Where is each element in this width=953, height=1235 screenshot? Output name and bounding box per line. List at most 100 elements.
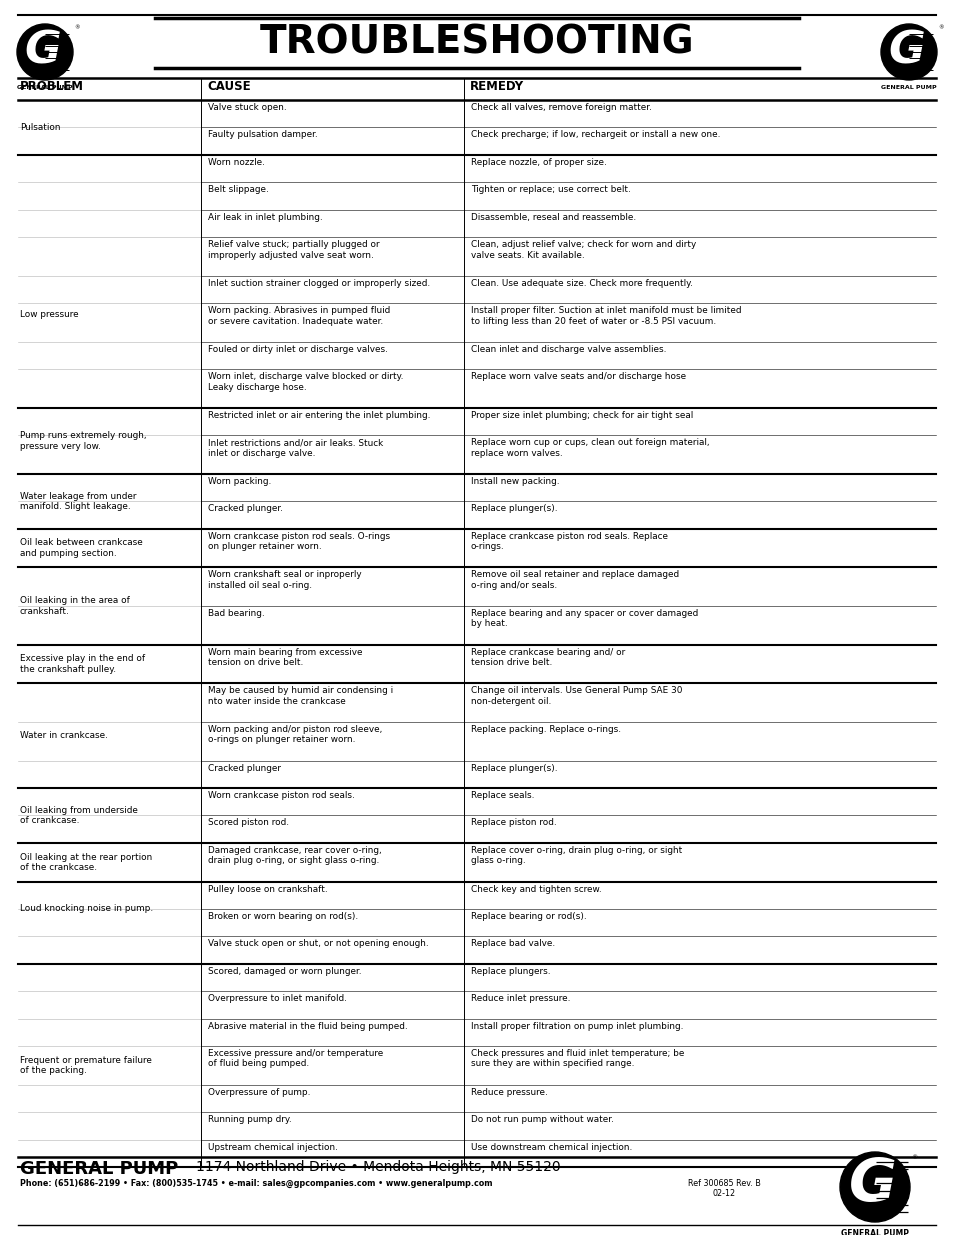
- Text: Replace nozzle, of proper size.: Replace nozzle, of proper size.: [471, 158, 606, 167]
- Text: Phone: (651)686-2199 • Fax: (800)535-1745 • e-mail: sales@gpcompanies.com • www.: Phone: (651)686-2199 • Fax: (800)535-174…: [20, 1179, 492, 1188]
- Text: Worn inlet, discharge valve blocked or dirty.
Leaky discharge hose.: Worn inlet, discharge valve blocked or d…: [208, 372, 403, 391]
- Text: Water in crankcase.: Water in crankcase.: [20, 731, 108, 740]
- Text: May be caused by humid air condensing i
nto water inside the crankcase: May be caused by humid air condensing i …: [208, 687, 393, 705]
- Text: Broken or worn bearing on rod(s).: Broken or worn bearing on rod(s).: [208, 911, 357, 921]
- Text: Running pump dry.: Running pump dry.: [208, 1115, 292, 1124]
- Text: Replace crankcase piston rod seals. Replace
o-rings.: Replace crankcase piston rod seals. Repl…: [471, 532, 667, 551]
- Text: Clean, adjust relief valve; check for worn and dirty
valve seats. Kit available.: Clean, adjust relief valve; check for wo…: [471, 240, 696, 259]
- Circle shape: [17, 23, 73, 80]
- Text: TROUBLESHOOTING: TROUBLESHOOTING: [259, 23, 694, 61]
- Text: Worn nozzle.: Worn nozzle.: [208, 158, 265, 167]
- Text: Do not run pump without water.: Do not run pump without water.: [471, 1115, 613, 1124]
- Text: Use downstream chemical injection.: Use downstream chemical injection.: [471, 1142, 632, 1151]
- Text: Replace plunger(s).: Replace plunger(s).: [471, 504, 557, 514]
- Text: Disassemble, reseal and reassemble.: Disassemble, reseal and reassemble.: [471, 212, 636, 222]
- Text: Cracked plunger.: Cracked plunger.: [208, 504, 283, 514]
- Text: Worn crankcase piston rod seals. O-rings
on plunger retainer worn.: Worn crankcase piston rod seals. O-rings…: [208, 532, 390, 551]
- Text: Damaged crankcase, rear cover o-ring,
drain plug o-ring, or sight glass o-ring.: Damaged crankcase, rear cover o-ring, dr…: [208, 846, 381, 866]
- Text: PROBLEM: PROBLEM: [20, 80, 84, 93]
- Text: Remove oil seal retainer and replace damaged
o-ring and/or seals.: Remove oil seal retainer and replace dam…: [471, 571, 679, 590]
- Text: Valve stuck open or shut, or not opening enough.: Valve stuck open or shut, or not opening…: [208, 940, 428, 948]
- Text: Overpressure to inlet manifold.: Overpressure to inlet manifold.: [208, 994, 347, 1003]
- Text: CAUSE: CAUSE: [207, 80, 251, 93]
- Text: Replace cover o-ring, drain plug o-ring, or sight
glass o-ring.: Replace cover o-ring, drain plug o-ring,…: [471, 846, 681, 866]
- Text: Pump runs extremely rough,
pressure very low.: Pump runs extremely rough, pressure very…: [20, 431, 147, 451]
- Text: Water leakage from under
manifold. Slight leakage.: Water leakage from under manifold. Sligh…: [20, 492, 136, 511]
- Text: Tighten or replace; use correct belt.: Tighten or replace; use correct belt.: [471, 185, 630, 194]
- Text: Loud knocking noise in pump.: Loud knocking noise in pump.: [20, 904, 153, 914]
- Text: Replace worn cup or cups, clean out foreign material,
replace worn valves.: Replace worn cup or cups, clean out fore…: [471, 438, 709, 458]
- Text: G: G: [848, 1156, 896, 1214]
- Text: Low pressure: Low pressure: [20, 310, 78, 319]
- Text: GENERAL PUMP: GENERAL PUMP: [17, 85, 72, 90]
- Text: Check pressures and fluid inlet temperature; be
sure they are within specified r: Check pressures and fluid inlet temperat…: [471, 1049, 683, 1068]
- Text: ®: ®: [937, 26, 943, 31]
- Text: Faulty pulsation damper.: Faulty pulsation damper.: [208, 131, 317, 140]
- Text: Valve stuck open.: Valve stuck open.: [208, 103, 286, 112]
- Text: Scored, damaged or worn plunger.: Scored, damaged or worn plunger.: [208, 967, 361, 976]
- Text: Install proper filter. Suction at inlet manifold must be limited
to lifting less: Install proper filter. Suction at inlet …: [471, 306, 740, 326]
- Text: REMEDY: REMEDY: [470, 80, 523, 93]
- Text: Reduce pressure.: Reduce pressure.: [471, 1088, 547, 1097]
- Text: Upstream chemical injection.: Upstream chemical injection.: [208, 1142, 337, 1151]
- Text: Restricted inlet or air entering the inlet plumbing.: Restricted inlet or air entering the inl…: [208, 411, 430, 420]
- Text: Inlet restrictions and/or air leaks. Stuck
inlet or discharge valve.: Inlet restrictions and/or air leaks. Stu…: [208, 438, 383, 458]
- Text: 1174 Northland Drive • Mendota Heights, MN 55120: 1174 Northland Drive • Mendota Heights, …: [195, 1160, 560, 1174]
- Text: Worn packing. Abrasives in pumped fluid
or severe cavitation. Inadequate water.: Worn packing. Abrasives in pumped fluid …: [208, 306, 390, 326]
- Text: GENERAL PUMP: GENERAL PUMP: [20, 1160, 178, 1178]
- Text: Reduce inlet pressure.: Reduce inlet pressure.: [471, 994, 570, 1003]
- Circle shape: [840, 1152, 909, 1221]
- Text: GENERAL PUMP: GENERAL PUMP: [881, 85, 936, 90]
- Text: ®: ®: [74, 26, 79, 31]
- Text: Replace worn valve seats and/or discharge hose: Replace worn valve seats and/or discharg…: [471, 372, 685, 382]
- Text: Pulley loose on crankshaft.: Pulley loose on crankshaft.: [208, 884, 327, 894]
- Text: ®: ®: [910, 1156, 916, 1161]
- Text: Inlet suction strainer clogged or improperly sized.: Inlet suction strainer clogged or improp…: [208, 279, 430, 288]
- Text: Pulsation: Pulsation: [20, 124, 60, 132]
- Text: Belt slippage.: Belt slippage.: [208, 185, 269, 194]
- Text: Clean inlet and discharge valve assemblies.: Clean inlet and discharge valve assembli…: [471, 345, 666, 353]
- Text: GENERAL PUMP: GENERAL PUMP: [841, 1229, 908, 1235]
- Text: Check all valves, remove foreign matter.: Check all valves, remove foreign matter.: [471, 103, 651, 112]
- Text: Change oil intervals. Use General Pump SAE 30
non-detergent oil.: Change oil intervals. Use General Pump S…: [471, 687, 681, 705]
- Text: Abrasive material in the fluid being pumped.: Abrasive material in the fluid being pum…: [208, 1021, 407, 1031]
- Text: Excessive play in the end of
the crankshaft pulley.: Excessive play in the end of the cranksh…: [20, 655, 145, 674]
- Text: Oil leaking at the rear portion
of the crankcase.: Oil leaking at the rear portion of the c…: [20, 852, 152, 872]
- Text: Replace bearing and any spacer or cover damaged
by heat.: Replace bearing and any spacer or cover …: [471, 609, 698, 629]
- Text: Ref 300685 Rev. B
02-12: Ref 300685 Rev. B 02-12: [687, 1179, 760, 1198]
- Text: Replace crankcase bearing and/ or
tension drive belt.: Replace crankcase bearing and/ or tensio…: [471, 647, 624, 667]
- Text: G: G: [25, 30, 61, 73]
- Text: Replace seals.: Replace seals.: [471, 792, 534, 800]
- Text: Oil leaking in the area of
crankshaft.: Oil leaking in the area of crankshaft.: [20, 597, 130, 616]
- Text: Worn packing and/or piston rod sleeve,
o-rings on plunger retainer worn.: Worn packing and/or piston rod sleeve, o…: [208, 725, 382, 745]
- Text: Worn packing.: Worn packing.: [208, 477, 271, 485]
- Text: Frequent or premature failure
of the packing.: Frequent or premature failure of the pac…: [20, 1056, 152, 1076]
- Text: Oil leaking from underside
of crankcase.: Oil leaking from underside of crankcase.: [20, 805, 138, 825]
- Text: Proper size inlet plumbing; check for air tight seal: Proper size inlet plumbing; check for ai…: [471, 411, 693, 420]
- Text: Check key and tighten screw.: Check key and tighten screw.: [471, 884, 601, 894]
- Text: Excessive pressure and/or temperature
of fluid being pumped.: Excessive pressure and/or temperature of…: [208, 1049, 383, 1068]
- Text: Replace plungers.: Replace plungers.: [471, 967, 550, 976]
- Text: Install new packing.: Install new packing.: [471, 477, 558, 485]
- Text: Replace bad valve.: Replace bad valve.: [471, 940, 555, 948]
- Text: Relief valve stuck; partially plugged or
improperly adjusted valve seat worn.: Relief valve stuck; partially plugged or…: [208, 240, 379, 259]
- Text: Replace plunger(s).: Replace plunger(s).: [471, 763, 557, 773]
- Text: Fouled or dirty inlet or discharge valves.: Fouled or dirty inlet or discharge valve…: [208, 345, 388, 353]
- Text: Replace bearing or rod(s).: Replace bearing or rod(s).: [471, 911, 586, 921]
- Text: Worn main bearing from excessive
tension on drive belt.: Worn main bearing from excessive tension…: [208, 647, 362, 667]
- Text: Bad bearing.: Bad bearing.: [208, 609, 264, 618]
- Text: Worn crankshaft seal or inproperly
installed oil seal o-ring.: Worn crankshaft seal or inproperly insta…: [208, 571, 361, 590]
- Circle shape: [880, 23, 936, 80]
- Text: Overpressure of pump.: Overpressure of pump.: [208, 1088, 310, 1097]
- Text: Clean. Use adequate size. Check more frequently.: Clean. Use adequate size. Check more fre…: [471, 279, 692, 288]
- Text: Check precharge; if low, rechargeit or install a new one.: Check precharge; if low, rechargeit or i…: [471, 131, 720, 140]
- Text: Oil leak between crankcase
and pumping section.: Oil leak between crankcase and pumping s…: [20, 538, 143, 558]
- Text: Air leak in inlet plumbing.: Air leak in inlet plumbing.: [208, 212, 322, 222]
- Text: Replace packing. Replace o-rings.: Replace packing. Replace o-rings.: [471, 725, 620, 734]
- Text: Install proper filtration on pump inlet plumbing.: Install proper filtration on pump inlet …: [471, 1021, 682, 1031]
- Text: G: G: [887, 30, 924, 73]
- Text: Replace piston rod.: Replace piston rod.: [471, 819, 556, 827]
- Text: Cracked plunger: Cracked plunger: [208, 763, 281, 773]
- Text: Scored piston rod.: Scored piston rod.: [208, 819, 289, 827]
- Text: Worn crankcase piston rod seals.: Worn crankcase piston rod seals.: [208, 792, 355, 800]
